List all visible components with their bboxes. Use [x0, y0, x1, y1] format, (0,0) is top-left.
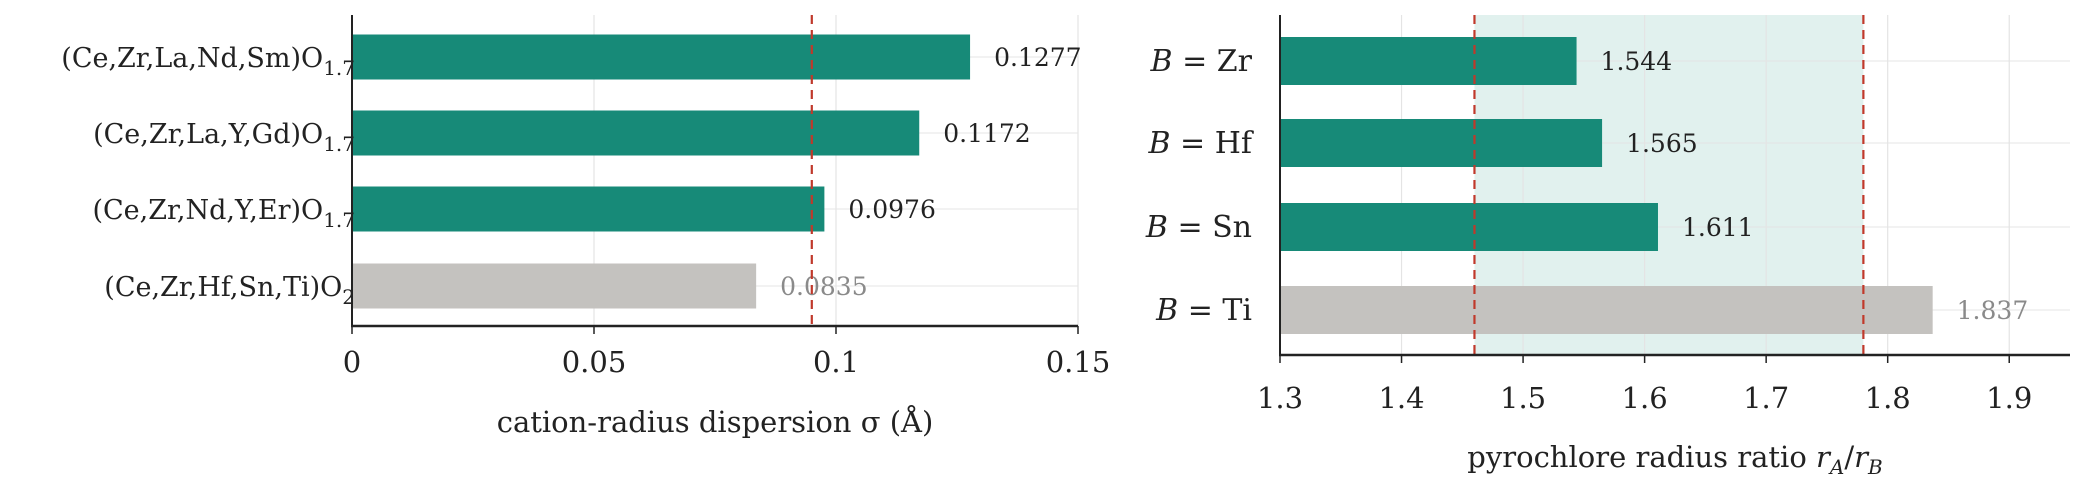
x-tick-label: 1.4: [1378, 381, 1424, 415]
bar: [1280, 119, 1603, 167]
bar: [1280, 37, 1577, 85]
x-tick-label: 0: [343, 345, 361, 379]
value-label: 1.837: [1957, 296, 2029, 325]
x-tick-label: 1.6: [1622, 381, 1668, 415]
x-tick-label: 1.3: [1257, 381, 1303, 415]
x-tick-label: 1.9: [1986, 381, 2032, 415]
category-label: (Ce,Zr,La,Nd,Sm)O1.7: [61, 43, 355, 80]
bar: [1280, 203, 1658, 251]
x-tick-label: 0.05: [562, 345, 627, 379]
category-label: (Ce,Zr,Nd,Y,Er)O1.7: [92, 195, 355, 232]
x-tick-label: 0.1: [813, 345, 859, 379]
bar: [352, 186, 825, 232]
x-tick-label: 1.5: [1500, 381, 1546, 415]
value-label: 1.565: [1626, 129, 1698, 158]
value-label: 1.611: [1682, 213, 1754, 242]
x-axis-label: pyrochlore radius ratio rA/rB: [1467, 440, 1882, 479]
bar: [352, 34, 971, 80]
bar: [352, 110, 920, 156]
category-label: B = Ti: [1155, 293, 1252, 328]
category-label: B = Zr: [1150, 44, 1253, 79]
value-label: 1.544: [1601, 47, 1673, 76]
x-tick-label: 0.15: [1046, 345, 1111, 379]
value-label: 0.0976: [848, 195, 935, 224]
value-label: 0.1277: [994, 43, 1081, 72]
category-label: B = Sn: [1145, 210, 1252, 245]
value-label: 0.0835: [780, 272, 867, 301]
x-axis-label: cation-radius dispersion σ (Å): [497, 404, 934, 439]
bar: [1280, 286, 1933, 334]
right-panel-radius-ratio-chart: 1.544 B = Zr 1.565 B = Hf 1.611 B = Sn 1.837 B …: [1145, 15, 2070, 479]
left-panel-sigma-chart: 0.1277 (Ce,Zr,La,Nd,Sm)O1.7 0.1172 (Ce,Zr,L…: [61, 15, 1110, 439]
value-label: 0.1172: [943, 119, 1030, 148]
x-tick-label: 1.7: [1743, 381, 1789, 415]
category-label: B = Hf: [1147, 126, 1253, 161]
category-label: (Ce,Zr,La,Y,Gd)O1.7: [93, 119, 355, 156]
x-tick-label: 1.8: [1865, 381, 1911, 415]
bar: [352, 263, 757, 309]
category-label: (Ce,Zr,Hf,Sn,Ti)O2: [104, 272, 355, 309]
